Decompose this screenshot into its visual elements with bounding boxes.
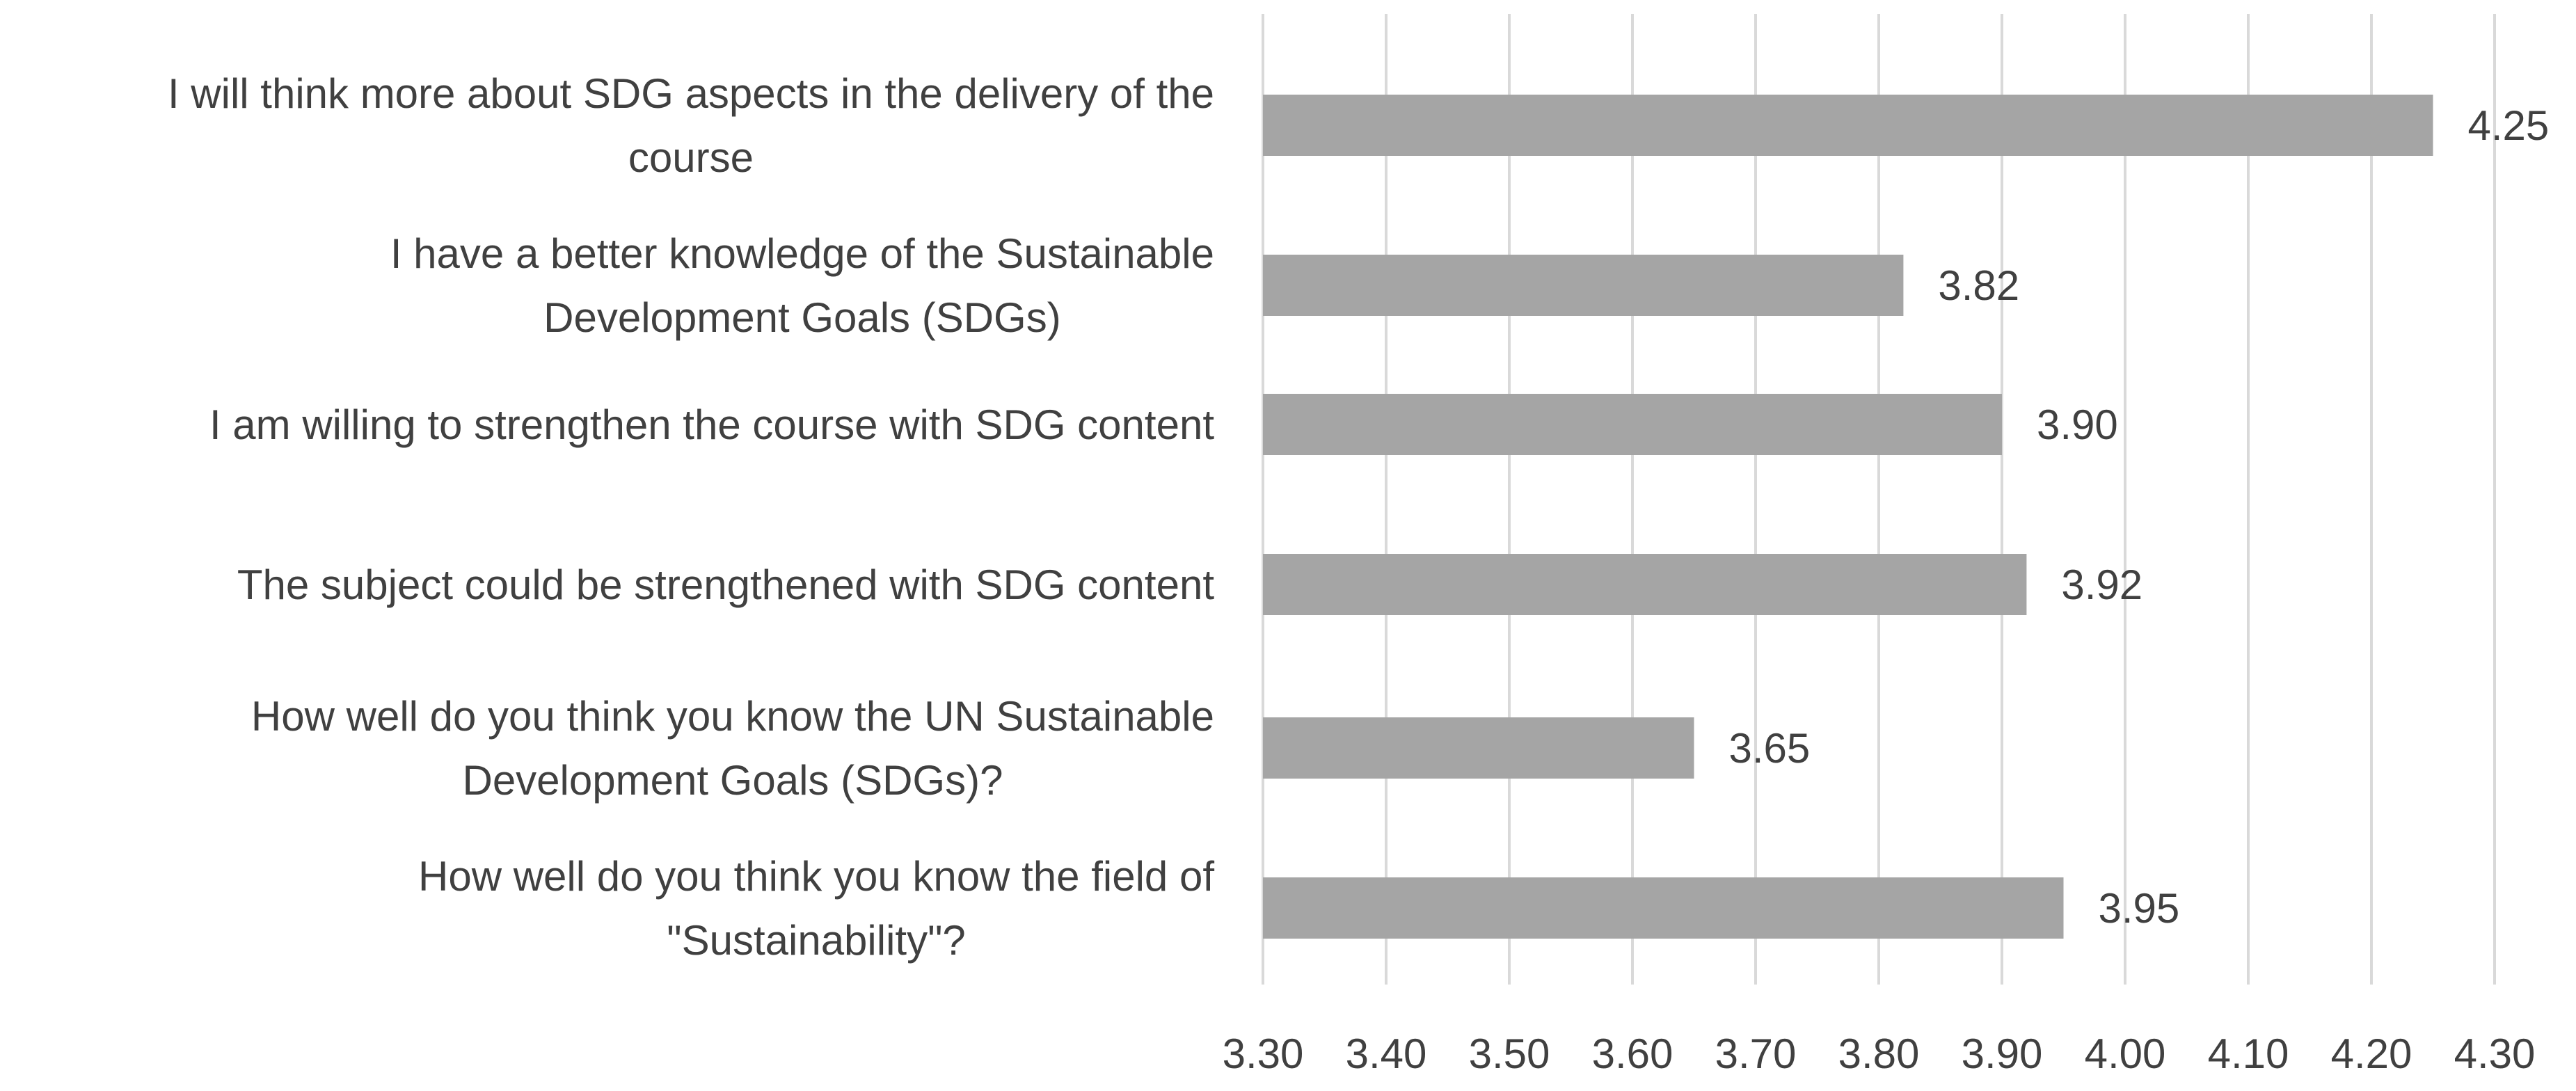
x-tick-label: 4.20: [2331, 1030, 2412, 1077]
gridlines: [1262, 14, 2496, 985]
category-label-line: Development Goals (SDGs)?: [462, 757, 1003, 804]
bar: [1263, 394, 2002, 455]
x-tick-label: 4.00: [2085, 1030, 2166, 1077]
x-tick-label: 3.60: [1592, 1030, 1673, 1077]
bar: [1263, 717, 1694, 779]
category-label: I have a better knowledge of the Sustain…: [390, 230, 1214, 341]
bar: [1263, 95, 2433, 156]
category-label-line: I have a better knowledge of the Sustain…: [390, 230, 1214, 277]
category-label: How well do you think you know the UN Su…: [251, 693, 1214, 804]
x-tick-label: 3.30: [1223, 1030, 1304, 1077]
bar: [1263, 255, 1904, 316]
bars: [1263, 95, 2433, 939]
category-label-line: I will think more about SDG aspects in t…: [168, 70, 1214, 117]
data-label: 3.95: [2099, 885, 2180, 932]
x-tick-label: 4.30: [2454, 1030, 2536, 1077]
labels: 3.30 3.40 3.50 3.60 3.70 3.80 3.90 4.00 4.10 4.20…: [168, 70, 2549, 1077]
data-label: 3.92: [2061, 562, 2142, 608]
category-label: I will think more about SDG aspects in t…: [168, 70, 1214, 181]
category-label: How well do you think you know the field…: [418, 853, 1214, 964]
category-label-line: course: [628, 134, 754, 181]
x-tick-label: 4.10: [2208, 1030, 2289, 1077]
category-label-line: "Sustainability"?: [667, 917, 966, 964]
category-label: I am willing to strengthen the course wi…: [209, 401, 1214, 448]
x-tick-label: 3.40: [1346, 1030, 1427, 1077]
data-label: 3.82: [1938, 262, 2019, 309]
category-label-line: Development Goals (SDGs): [543, 294, 1061, 341]
data-label: 3.90: [2037, 401, 2118, 448]
data-label: 3.65: [1729, 725, 1811, 772]
category-label: The subject could be strengthened with S…: [237, 562, 1215, 608]
x-tick-label: 3.80: [1838, 1030, 1920, 1077]
category-label-line: How well do you think you know the UN Su…: [251, 693, 1214, 740]
data-label: 4.25: [2468, 102, 2550, 149]
category-label-line: The subject could be strengthened with S…: [237, 562, 1215, 608]
bar: [1263, 877, 2064, 939]
x-tick-label: 3.50: [1469, 1030, 1550, 1077]
bar: [1263, 554, 2027, 615]
category-label-line: I am willing to strengthen the course wi…: [209, 401, 1214, 448]
category-label-line: How well do you think you know the field…: [418, 853, 1214, 900]
x-tick-label: 3.90: [1962, 1030, 2043, 1077]
x-tick-label: 3.70: [1715, 1030, 1797, 1077]
